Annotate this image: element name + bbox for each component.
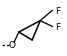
Text: O: O [9,40,16,49]
Text: F: F [55,7,60,16]
Text: F: F [55,22,60,31]
